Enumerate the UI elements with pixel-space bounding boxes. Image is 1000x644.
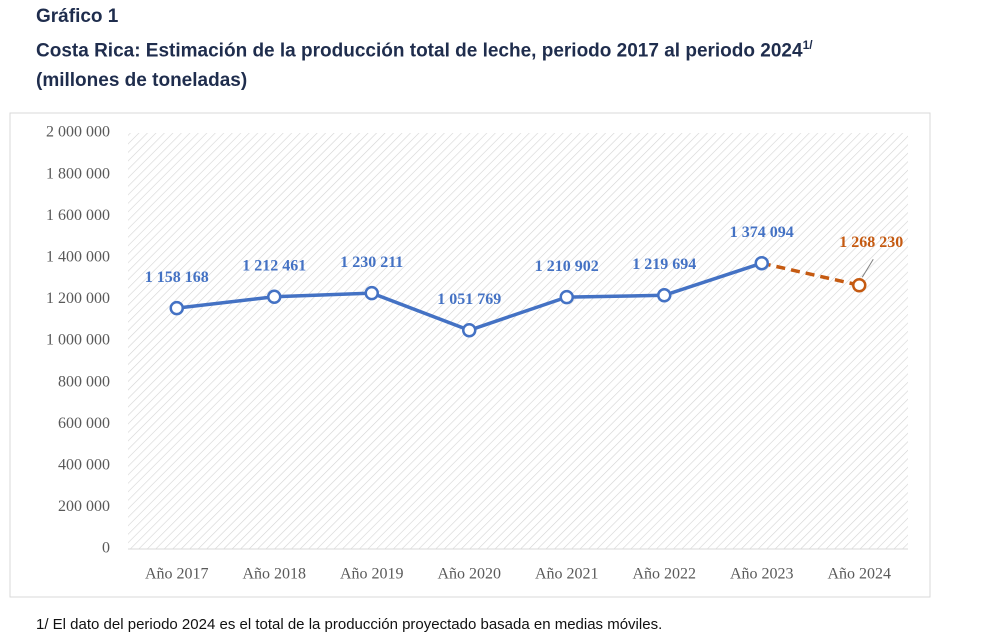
data-point bbox=[364, 285, 379, 301]
data-point bbox=[169, 300, 184, 316]
x-tick-label: Año 2021 bbox=[535, 566, 599, 583]
data-point bbox=[657, 288, 672, 303]
y-tick-label: 1 200 000 bbox=[46, 290, 110, 307]
x-tick-label: Año 2018 bbox=[242, 566, 306, 583]
data-label: 1 051 769 bbox=[437, 291, 501, 308]
y-tick-label: 0 bbox=[102, 540, 110, 557]
y-tick-label: 1 400 000 bbox=[46, 248, 110, 265]
x-tick-label: Año 2019 bbox=[340, 566, 404, 583]
y-tick-label: 800 000 bbox=[58, 373, 110, 390]
data-point bbox=[754, 255, 769, 271]
y-tick-label: 2 000 000 bbox=[46, 124, 110, 141]
footnote: 1/ El dato del periodo 2024 es el total … bbox=[36, 616, 663, 633]
plot-area bbox=[128, 133, 908, 549]
data-label: 1 210 902 bbox=[535, 258, 599, 275]
leader-line bbox=[861, 258, 874, 278]
title-line: Costa Rica: Estimación de la producción … bbox=[36, 38, 813, 62]
heading: Gráfico 1 bbox=[36, 6, 119, 27]
data-label: 1 212 461 bbox=[242, 257, 306, 274]
data-point bbox=[852, 277, 867, 293]
x-tick-label: Año 2022 bbox=[632, 566, 696, 583]
y-tick-label: 1 600 000 bbox=[46, 207, 110, 224]
series-line bbox=[761, 261, 860, 287]
y-tick-label: 1 000 000 bbox=[46, 332, 110, 349]
x-tick-label: Año 2024 bbox=[827, 566, 891, 583]
data-point bbox=[559, 289, 574, 305]
y-tick-label: 200 000 bbox=[58, 498, 110, 515]
data-label: 1 374 094 bbox=[730, 224, 794, 241]
data-point bbox=[267, 289, 282, 305]
subtitle: (millones de toneladas) bbox=[36, 70, 248, 91]
data-point bbox=[462, 322, 477, 338]
x-tick-label: Año 2023 bbox=[730, 566, 794, 583]
y-tick-label: 400 000 bbox=[58, 456, 110, 473]
y-tick-label: 1 800 000 bbox=[46, 165, 110, 182]
x-tick-label: Año 2020 bbox=[437, 566, 501, 583]
data-label: 1 230 211 bbox=[340, 254, 403, 271]
chart-title: Costa Rica: Estimación de la producción … bbox=[36, 40, 803, 62]
title-note: 1/ bbox=[802, 38, 813, 52]
data-label: 1 219 694 bbox=[632, 256, 696, 273]
data-label: 1 268 230 bbox=[839, 234, 903, 251]
data-label: 1 158 168 bbox=[145, 269, 209, 286]
x-tick-label: Año 2017 bbox=[145, 566, 209, 583]
y-tick-label: 600 000 bbox=[58, 415, 110, 432]
